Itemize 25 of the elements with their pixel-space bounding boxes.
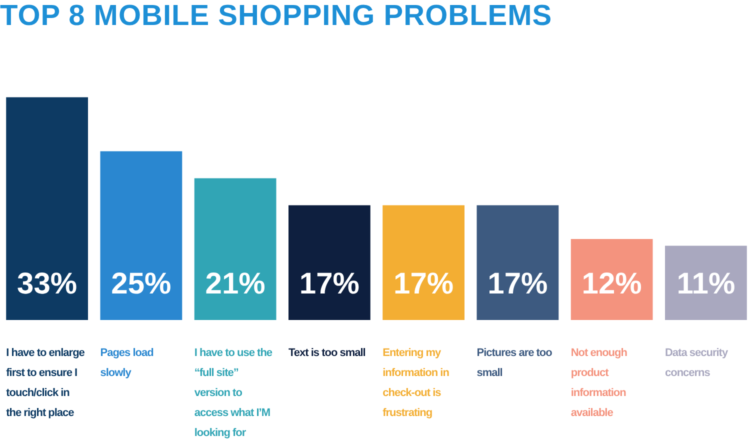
bar [382, 205, 465, 320]
bar [288, 205, 370, 320]
data-label: 12% [582, 267, 642, 300]
x-tick-label: I have to use the “full site” version to access what I’M looking for [194, 346, 274, 441]
chart-title: TOP 8 MOBILE SHOPPING PROBLEMS [0, 0, 552, 33]
data-label: 33% [17, 267, 78, 300]
data-label: 17% [488, 267, 548, 300]
x-tick-label: Pages load slowly [100, 346, 154, 381]
data-label: 11% [676, 267, 736, 300]
bar [664, 246, 747, 320]
bar [6, 97, 88, 320]
data-label: 25% [111, 267, 172, 300]
data-label: 17% [394, 267, 454, 300]
x-tick-label: Pictures are too small [476, 346, 553, 381]
bar [570, 239, 653, 320]
data-label: 21% [205, 267, 266, 300]
x-tick-label: Text is too small [288, 346, 366, 361]
bar [100, 151, 182, 320]
x-tick-label: I have to enlarge first to ensure I touch/click in the right place [6, 346, 86, 421]
data-label: 17% [299, 267, 360, 300]
bar [476, 205, 559, 320]
bar [194, 178, 276, 320]
x-tick-label: Data security concerns [664, 346, 729, 381]
x-tick-label: Not enough product information available [570, 346, 628, 421]
x-tick-label: Entering my information in check-out is frustrating [382, 346, 450, 421]
